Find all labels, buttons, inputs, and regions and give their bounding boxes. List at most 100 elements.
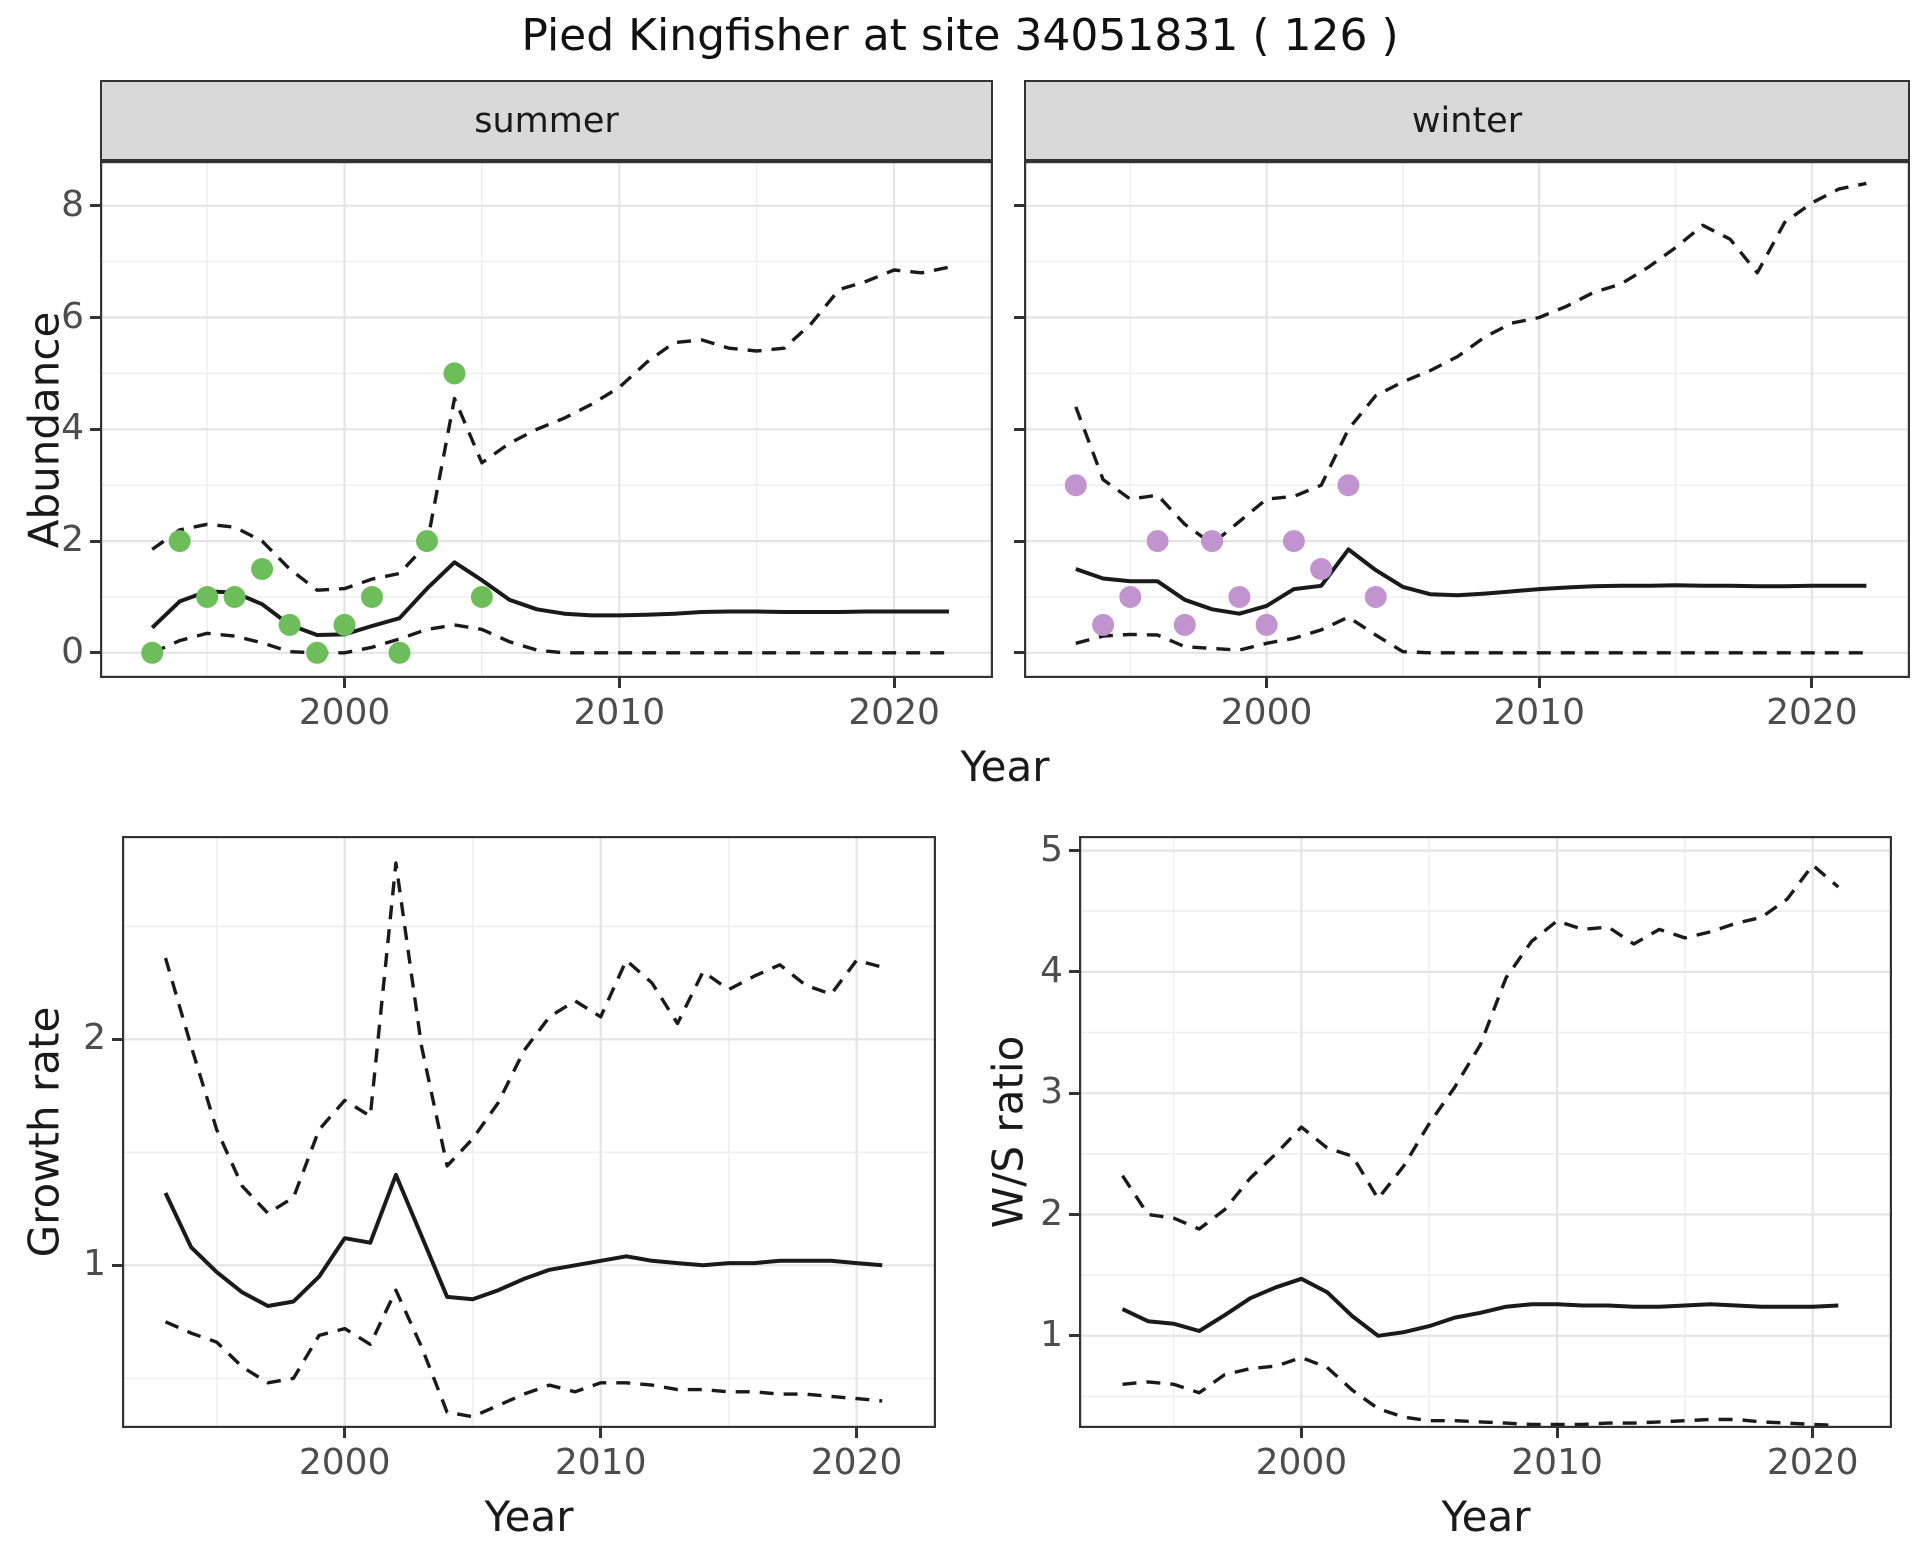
- y-axis-tick: [1069, 1213, 1079, 1216]
- growth-rate-median-line: [163, 1172, 883, 1308]
- panel-background: [1024, 161, 1910, 678]
- x-axis-tick: [892, 678, 896, 688]
- winter-abundance-observed-count: [1092, 613, 1115, 636]
- y-axis-tick: [90, 651, 100, 655]
- y-axis-tick: [1014, 539, 1024, 543]
- y-tick-label: 4: [1040, 949, 1063, 991]
- winter-abundance-observed-count: [1310, 558, 1333, 580]
- x-tick-label: 2000: [298, 692, 391, 733]
- winter-abundance-observed-count: [1173, 613, 1196, 636]
- summer-abundance-observed-count: [470, 586, 493, 608]
- panel-ws-ratio: [1079, 836, 1892, 1428]
- summer-abundance-observed-count: [168, 530, 191, 553]
- winter-abundance-observed-count: [1337, 474, 1360, 497]
- y-axis-tick: [1069, 1334, 1079, 1338]
- y-tick-label: 5: [1040, 828, 1063, 870]
- y-axis-tick: [1014, 427, 1024, 431]
- winter-abundance-median-line: [1075, 547, 1867, 616]
- facet-strip-winter-label: winter: [1411, 100, 1523, 141]
- summer-abundance-observed-count: [361, 586, 383, 608]
- y-axis-tick: [112, 1037, 122, 1041]
- panel-winter-abundance: [1024, 161, 1910, 678]
- x-axis-tick: [343, 1428, 347, 1438]
- y-tick-label: 4: [61, 407, 84, 449]
- panel-border: [100, 161, 993, 678]
- summer-abundance-observed-count: [196, 586, 219, 608]
- y-tick-label: 6: [61, 295, 84, 337]
- summer-abundance-observed-count: [223, 586, 246, 608]
- ws-ratio-upper-ci-line: [1121, 863, 1840, 1231]
- winter-abundance-observed-count: [1064, 474, 1087, 497]
- y-axis-tick: [90, 539, 100, 543]
- x-axis-tick: [855, 1428, 859, 1438]
- y-axis-tick: [90, 316, 100, 319]
- y-tick-label: 0: [61, 630, 84, 672]
- growth-rate-upper-ci-line: [163, 861, 883, 1215]
- x-axis-tick: [1555, 1428, 1559, 1438]
- x-axis-title-year-ws: Year: [1441, 1492, 1531, 1541]
- summer-abundance-observed-count: [388, 641, 411, 664]
- x-tick-label: 2020: [1766, 692, 1858, 733]
- summer-abundance-observed-count: [141, 641, 164, 664]
- x-tick-label: 2000: [298, 1442, 391, 1483]
- winter-abundance-upper-ci-line: [1074, 181, 1867, 546]
- summer-abundance-observed-count: [416, 530, 438, 553]
- y-axis-tick: [1014, 651, 1024, 655]
- x-tick-label: 2010: [1511, 1442, 1603, 1483]
- winter-abundance-observed-count: [1282, 530, 1305, 553]
- winter-abundance-observed-count: [1119, 586, 1142, 608]
- chart-title: Pied Kingfisher at site 34051831 ( 126 ): [521, 10, 1399, 61]
- y-tick-label: 1: [1040, 1313, 1063, 1355]
- x-axis-tick: [1265, 678, 1269, 688]
- summer-abundance-observed-count: [251, 558, 274, 580]
- winter-abundance-observed-count: [1201, 530, 1224, 553]
- panel-summer-abundance: [100, 161, 993, 678]
- y-tick-label: 2: [61, 518, 84, 560]
- x-tick-label: 2020: [810, 1442, 903, 1483]
- ws-ratio-median-line: [1121, 1276, 1839, 1338]
- x-axis-tick: [343, 678, 346, 688]
- x-axis-tick: [1810, 678, 1814, 688]
- summer-abundance-upper-ci-line: [151, 265, 950, 592]
- y-tick-label: 3: [1040, 1071, 1063, 1113]
- y-tick-label: 2: [83, 1017, 106, 1059]
- x-tick-label: 2010: [1493, 692, 1585, 733]
- facet-strip-winter: winter: [1024, 80, 1910, 161]
- x-axis-tick: [1811, 1428, 1815, 1438]
- y-axis-tick: [1069, 849, 1079, 853]
- x-tick-label: 2020: [848, 692, 940, 733]
- panel-border: [122, 836, 936, 1428]
- x-axis-title-year-top: Year: [960, 742, 1050, 791]
- x-axis-tick: [1299, 1428, 1303, 1438]
- x-axis-title-year-growth: Year: [484, 1492, 574, 1541]
- x-tick-label: 2010: [554, 1442, 647, 1483]
- summer-abundance-observed-count: [306, 641, 329, 664]
- y-axis-tick: [1069, 1091, 1079, 1095]
- panel-background: [122, 836, 936, 1428]
- winter-abundance-observed-count: [1255, 613, 1278, 636]
- y-axis-tick: [1069, 970, 1079, 974]
- x-axis-tick: [599, 1428, 603, 1438]
- x-tick-label: 2020: [1766, 1442, 1859, 1483]
- x-tick-label: 2000: [1255, 1442, 1348, 1483]
- y-axis-tick: [90, 204, 100, 208]
- x-axis-tick: [617, 678, 621, 688]
- summer-abundance-observed-count: [333, 613, 356, 636]
- y-tick-label: 2: [1040, 1192, 1063, 1234]
- facet-strip-summer: summer: [100, 80, 993, 161]
- y-axis-tick: [112, 1263, 122, 1267]
- winter-abundance-observed-count: [1146, 530, 1169, 553]
- x-tick-label: 2010: [573, 692, 666, 733]
- winter-abundance-observed-count: [1228, 586, 1251, 608]
- panel-border: [1024, 161, 1910, 678]
- winter-abundance-lower-ci-line: [1075, 615, 1867, 655]
- y-tick-label: 8: [61, 183, 84, 225]
- growth-rate-lower-ci-line: [164, 1288, 883, 1419]
- y-axis-tick: [90, 427, 100, 431]
- facet-strip-summer-label: summer: [474, 100, 619, 141]
- y-axis-tick: [1014, 316, 1024, 319]
- panel-growth-rate: [122, 836, 936, 1428]
- summer-abundance-observed-count: [443, 362, 466, 385]
- winter-abundance-observed-count: [1364, 586, 1387, 608]
